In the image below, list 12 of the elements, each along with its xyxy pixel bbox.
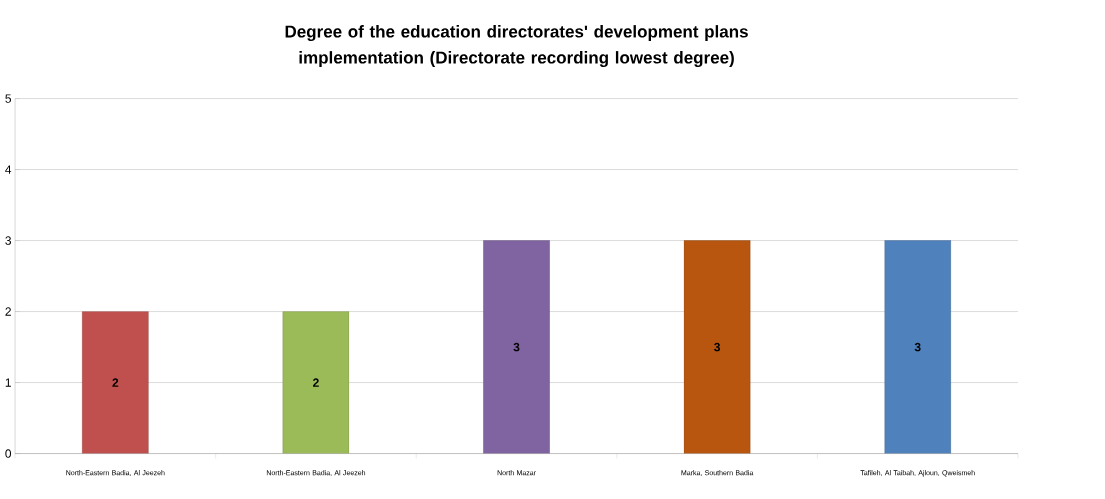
data-label: 3 [714,342,721,352]
y-tick-label: 1 [5,378,11,387]
data-label: 3 [513,342,520,352]
data-label: 3 [914,342,921,352]
y-tick-label: 5 [5,94,12,103]
y-tick-label: 3 [5,236,11,245]
data-label: 2 [313,378,319,387]
y-tick-label: 0 [5,449,12,458]
y-tick-label: 2 [5,307,11,316]
data-label: 2 [112,378,119,387]
chart-title: Degree of the education directorates' development plans implementation (Directorate recording lowest degree) [285,25,748,68]
y-tick-label: 4 [5,165,12,174]
